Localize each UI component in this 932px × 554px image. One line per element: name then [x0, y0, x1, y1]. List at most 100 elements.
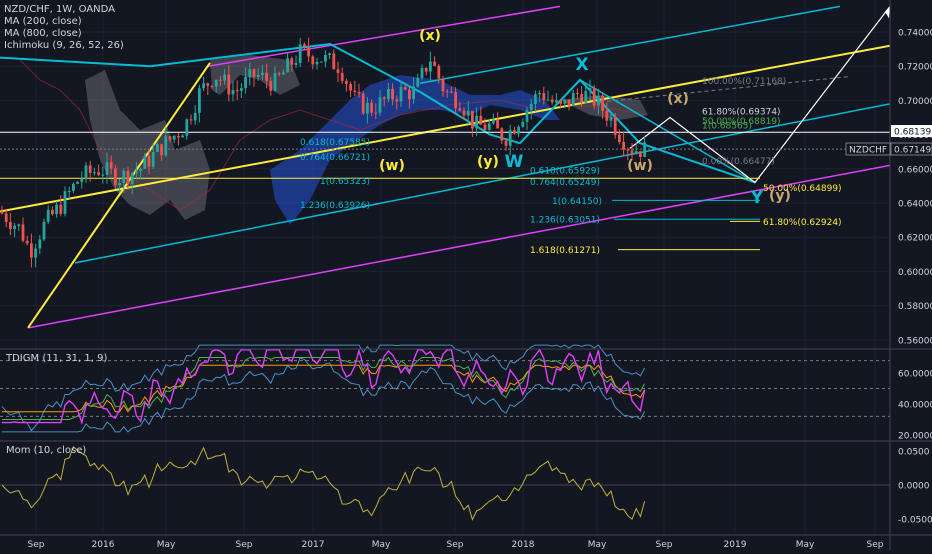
candle-body	[424, 67, 428, 72]
level-tag-value: 0.68139	[894, 128, 931, 138]
mom-tick-label: 0.0000	[898, 482, 930, 492]
candle-body	[475, 115, 478, 129]
candle-body	[328, 53, 331, 56]
candle-body	[534, 94, 537, 104]
candle-body	[252, 69, 256, 77]
projection-arrow	[629, 5, 891, 184]
indicator-ichimoku[interactable]: Ichimoku (9, 26, 52, 26)	[4, 40, 124, 51]
candle-body	[454, 92, 457, 109]
candle-body	[471, 110, 474, 129]
candle-body	[630, 150, 634, 154]
candle-body	[349, 83, 352, 91]
candle-body	[214, 79, 218, 87]
candle-body	[143, 155, 147, 169]
candle-body	[303, 44, 306, 47]
candle-body	[340, 72, 344, 81]
candle-body	[277, 73, 281, 75]
wave-x-to-y	[579, 79, 756, 184]
indicator-ma800[interactable]: MA (800, close)	[4, 28, 82, 39]
time-tick-label: May	[796, 540, 815, 550]
tdigm-rsi	[2, 348, 646, 426]
mom-tick-label: -0.0500	[898, 516, 932, 526]
candle-body	[445, 91, 449, 93]
symbol-line[interactable]: NZD/CHF, 1W, OANDA	[4, 4, 116, 15]
candle-body	[395, 99, 399, 102]
fib-label: 1(0.68565)	[702, 121, 752, 131]
trend-lines	[0, 5, 891, 329]
candle-body	[311, 56, 315, 65]
candle-body	[618, 134, 621, 142]
time-tick-label: Sep	[236, 540, 253, 550]
wave-label: W	[505, 152, 524, 172]
wave-label: (y)	[477, 154, 499, 170]
mom-title[interactable]: Mom (10, close)	[6, 445, 87, 456]
candle-body	[563, 99, 567, 104]
time-tick-label: May	[588, 540, 607, 550]
candle-body	[21, 224, 25, 241]
candle-body	[542, 93, 546, 101]
fib-label: 1.236(0.63926)	[300, 201, 370, 211]
candle-body	[0, 211, 4, 214]
candle-body	[567, 99, 571, 106]
candle-body	[235, 90, 239, 92]
candle-body	[416, 77, 420, 87]
tdigm-title[interactable]: TDIGM (11, 31, 1, 9)	[6, 353, 108, 364]
candle-body	[67, 190, 71, 192]
cloud-bull	[270, 75, 560, 225]
fib-label: 61.80%(0.62924)	[763, 218, 842, 228]
fib-label: 1.236(0.63051)	[530, 216, 600, 226]
candle-body	[479, 115, 483, 125]
candle-body	[240, 88, 243, 91]
candle-body	[118, 183, 121, 186]
fib-label: 50.00%(0.64899)	[763, 184, 842, 194]
tdigm-tick-label: 20.0000	[898, 432, 932, 442]
candle-body	[30, 243, 33, 258]
indicator-ma200[interactable]: MA (200, close)	[4, 16, 82, 27]
channel-bottom-cyan	[74, 103, 891, 264]
candle-body	[613, 117, 617, 135]
candle-body	[609, 117, 613, 121]
mom-tick-label: 0.0500	[898, 448, 930, 458]
tdigm-midline	[2, 364, 646, 413]
time-tick-label: Sep	[656, 540, 673, 550]
candle-body	[172, 135, 176, 140]
candle-body	[248, 69, 252, 77]
candle-body	[525, 110, 529, 122]
candle-body	[286, 58, 289, 73]
x-axis[interactable]: Sep 2016 May Sep 2017 May Sep 2018 May Sep 2019 May…	[28, 540, 884, 550]
candle-body	[168, 136, 172, 140]
candle-body	[256, 74, 260, 77]
candle-body	[458, 108, 462, 111]
candle-body	[626, 149, 630, 151]
price-tick-label: 0.62000	[898, 234, 932, 244]
candle-body	[324, 55, 327, 62]
candle-body	[592, 87, 596, 106]
candle-body	[38, 239, 42, 249]
wave-labels: (x) (w) (y) W X (x) (w) Y (y)	[379, 28, 791, 208]
candle-body	[332, 53, 336, 70]
candle-body	[198, 88, 201, 113]
tdigm-plot: 60.0000 40.0000 20.0000	[0, 344, 932, 442]
candle-body	[13, 225, 16, 230]
candle-body	[63, 191, 67, 214]
candle-body	[4, 213, 8, 223]
candle-body	[105, 162, 109, 175]
candle-body	[634, 151, 638, 154]
candle-body	[80, 178, 84, 182]
candle-body	[513, 130, 516, 134]
time-tick-label: 2016	[92, 540, 115, 550]
wave-label: Y	[750, 188, 764, 208]
last-price-tag: NZDCHF 0.67149	[845, 142, 932, 156]
candle-body	[643, 142, 646, 157]
ichimoku-lagging	[19, 59, 646, 211]
time-tick-label: 2017	[302, 540, 325, 550]
candle-body	[156, 144, 159, 152]
candle-body	[576, 93, 579, 95]
candle-body	[25, 240, 29, 244]
candle-body	[84, 165, 88, 179]
grid	[0, 0, 890, 535]
candle-body	[521, 121, 525, 127]
candle-body	[177, 135, 180, 138]
